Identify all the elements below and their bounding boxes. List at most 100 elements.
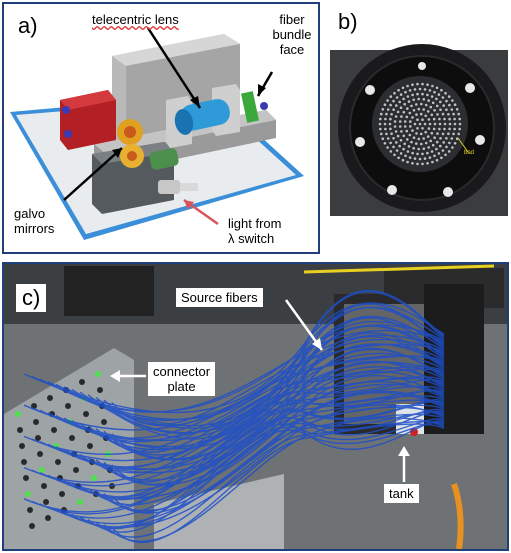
- screw-hole: [355, 137, 365, 147]
- fiber-end: [398, 144, 401, 148]
- fiber-strand: [87, 421, 445, 533]
- fiber-end: [402, 110, 406, 114]
- fiber-connector: [45, 515, 51, 521]
- fiber-end: [453, 142, 457, 145]
- fiber-end: [392, 137, 395, 140]
- fiber-end: [411, 151, 414, 155]
- lab-photo: [4, 264, 507, 549]
- fiber-end: [395, 141, 398, 144]
- fiber-connector: [41, 483, 47, 489]
- fiber-end: [453, 127, 456, 131]
- screw-hole: [475, 135, 485, 145]
- fiber-end: [423, 157, 427, 160]
- panel-c-letter: c): [16, 284, 47, 312]
- fiber-end: [415, 113, 418, 116]
- fiber-end: [390, 113, 393, 116]
- fiber-end: [433, 122, 437, 126]
- fiber-end: [406, 160, 409, 164]
- fiber-end: [431, 101, 435, 105]
- fiber-end: [458, 122, 462, 126]
- fiber-end: [406, 150, 410, 153]
- fiber-end: [432, 117, 436, 121]
- fiber-end: [412, 98, 415, 102]
- fiber-end: [389, 117, 392, 121]
- fiber-end: [403, 102, 406, 106]
- fiber-end: [385, 132, 388, 136]
- fiber-end: [411, 83, 414, 86]
- fiber-end: [416, 118, 419, 121]
- galvo-mirrors-line-1: galvo: [14, 206, 46, 221]
- fiber-strand: [63, 376, 445, 468]
- fiber-connector: [37, 451, 43, 457]
- fiber-end: [416, 82, 419, 86]
- fiber-connector: [59, 491, 65, 497]
- fiber-bundle-face-line-1: fiber: [279, 12, 305, 27]
- connector-plate-line-2: plate: [167, 379, 196, 394]
- fiber-strand: [79, 420, 445, 530]
- bad-fiber-label: bad: [464, 150, 475, 156]
- fiber-end: [441, 96, 445, 99]
- fiber-end: [452, 132, 455, 136]
- fiber-strand: [63, 413, 445, 528]
- screw-hole: [418, 62, 426, 70]
- fiber-connector: [73, 467, 79, 473]
- fiber-end: [427, 99, 430, 102]
- arrow-tank: [398, 446, 410, 456]
- fiber-strand: [23, 389, 445, 483]
- fiber-connector: [83, 411, 89, 417]
- galvo-mirrors-line-2: mirrors: [14, 221, 55, 236]
- panel-c-lab-photo: c) Source fibers connector plate tank: [2, 262, 509, 551]
- fiber-end: [395, 149, 399, 152]
- fiber-connector: [25, 491, 31, 497]
- fiber-end: [430, 95, 434, 98]
- fiber-end: [441, 112, 445, 116]
- fiber-connector: [47, 395, 53, 401]
- arrow-telecentric: [190, 96, 200, 108]
- fiber-end: [426, 110, 430, 113]
- fiber-end: [447, 113, 450, 116]
- fiber-end: [399, 139, 403, 142]
- fiber-end: [412, 136, 416, 139]
- fiber-strand: [87, 303, 445, 440]
- fiber-end: [394, 115, 398, 118]
- fiber-end: [420, 142, 423, 146]
- fiber-end: [453, 122, 457, 126]
- connector-plate-label: connector plate: [148, 362, 216, 396]
- screw-hole: [387, 185, 397, 195]
- fiber-end: [435, 104, 439, 108]
- fiber-end: [412, 146, 415, 150]
- fiber-end: [418, 87, 422, 91]
- fiber-end: [389, 127, 392, 131]
- fiber-end: [445, 99, 448, 103]
- fiber-strand: [63, 395, 445, 498]
- input-connector: [158, 180, 180, 194]
- fiber-end: [383, 122, 387, 126]
- fiber-end: [403, 120, 407, 123]
- fiber-strand: [103, 417, 445, 542]
- fiber-end: [408, 111, 412, 115]
- fiber-connector: [95, 371, 101, 377]
- connector-plate-line-1: connector: [153, 364, 211, 379]
- fiber-end: [447, 95, 451, 98]
- fiber-end: [404, 154, 407, 158]
- fiber-strand: [111, 423, 445, 544]
- fiber-end: [416, 162, 419, 166]
- fiber-strand: [103, 371, 445, 485]
- fiber-end: [400, 130, 403, 133]
- fiber-end: [430, 113, 434, 117]
- fiber-end: [452, 112, 455, 116]
- fiber-end: [421, 127, 424, 130]
- fiber-end: [396, 134, 400, 138]
- fiber-end: [440, 88, 443, 92]
- fiber-end: [409, 125, 412, 128]
- fiber-end: [400, 115, 403, 118]
- monitor: [64, 266, 154, 316]
- fiber-strand: [39, 291, 445, 429]
- fiber-end: [448, 103, 451, 107]
- fiber-strand: [71, 379, 445, 469]
- fiber-end: [439, 144, 442, 148]
- arrow-light-input: [184, 200, 194, 210]
- fiber-end: [405, 115, 409, 119]
- fiber-end: [436, 113, 439, 116]
- fiber-bundle-face-label: fiber bundle face: [272, 12, 312, 57]
